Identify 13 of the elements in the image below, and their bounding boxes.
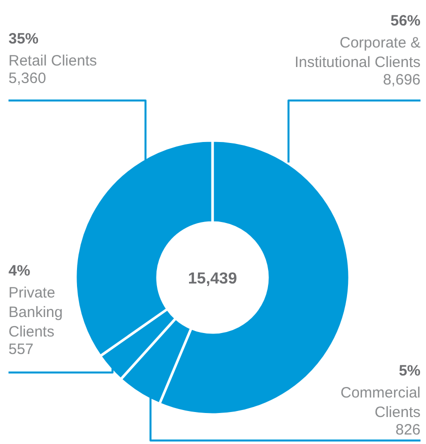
data-label: 557 [8, 341, 34, 358]
text: 35% [8, 30, 39, 48]
text: 56% [390, 12, 421, 30]
slice-label: Private Banking Clients [8, 284, 63, 341]
slice-label: Retail Clients [8, 52, 97, 70]
text: 4% [8, 262, 30, 280]
data-label: 826 [395, 422, 421, 438]
data-label: 5,360 [8, 70, 46, 87]
text: 15,439 [188, 270, 238, 288]
slice-label: Commercial Clients [340, 384, 421, 422]
data-label: 8,696 [382, 72, 421, 88]
text: 5% [398, 362, 421, 380]
slice-label: Corporate & Institutional Clients [294, 34, 421, 72]
